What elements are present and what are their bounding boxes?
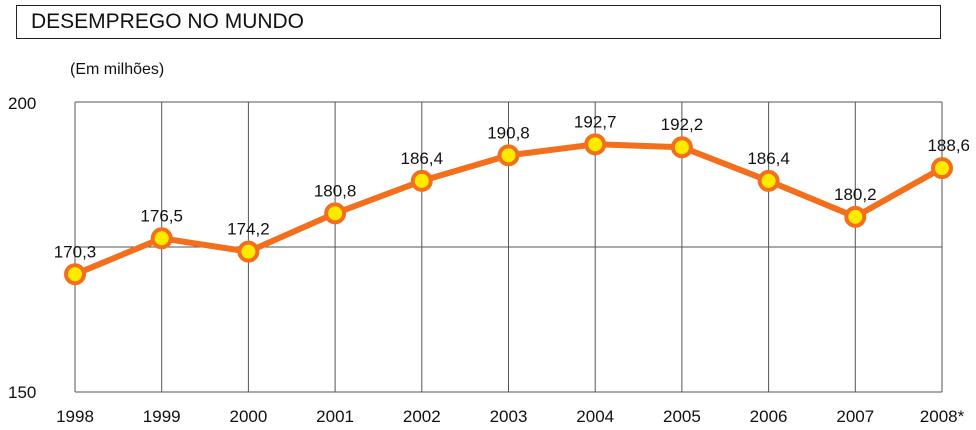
x-tick-label: 2001 xyxy=(316,407,354,426)
chart-subtitle: (Em milhões) xyxy=(70,61,164,78)
data-label: 180,8 xyxy=(314,181,357,200)
x-tick-label: 2005 xyxy=(663,407,701,426)
x-tick-label: 2006 xyxy=(750,407,788,426)
data-point xyxy=(324,202,347,225)
data-label: 180,2 xyxy=(834,185,877,204)
data-point xyxy=(237,240,260,263)
x-tick-label: 2008* xyxy=(920,407,965,426)
x-tick-label: 2003 xyxy=(490,407,528,426)
x-tick-label: 1999 xyxy=(143,407,181,426)
x-tick-label: 2000 xyxy=(229,407,267,426)
data-label: 174,2 xyxy=(227,220,270,239)
data-point xyxy=(64,263,86,286)
data-label: 190,8 xyxy=(487,123,530,142)
x-tick-label: 2007 xyxy=(836,407,874,426)
x-tick-label: 2004 xyxy=(576,407,614,426)
data-label: 176,5 xyxy=(140,206,183,225)
data-point xyxy=(844,205,867,228)
data-label: 186,4 xyxy=(401,149,444,168)
data-label: 192,2 xyxy=(661,115,704,134)
data-point xyxy=(931,157,953,180)
data-label: 188,6 xyxy=(927,136,970,155)
data-point xyxy=(410,169,433,192)
x-tick-label: 2002 xyxy=(403,407,441,426)
data-label: 192,7 xyxy=(574,112,617,131)
data-point xyxy=(670,136,693,159)
data-point xyxy=(757,169,780,192)
data-point xyxy=(584,133,607,156)
y-tick-label: 200 xyxy=(8,94,36,113)
data-point xyxy=(497,144,520,167)
data-point xyxy=(150,227,173,250)
data-label: 186,4 xyxy=(747,149,790,168)
data-label: 170,3 xyxy=(54,242,97,261)
chart-title: DESEMPREGO NO MUNDO xyxy=(16,5,941,39)
x-tick-label: 1998 xyxy=(56,407,94,426)
y-tick-label: 150 xyxy=(8,383,36,402)
